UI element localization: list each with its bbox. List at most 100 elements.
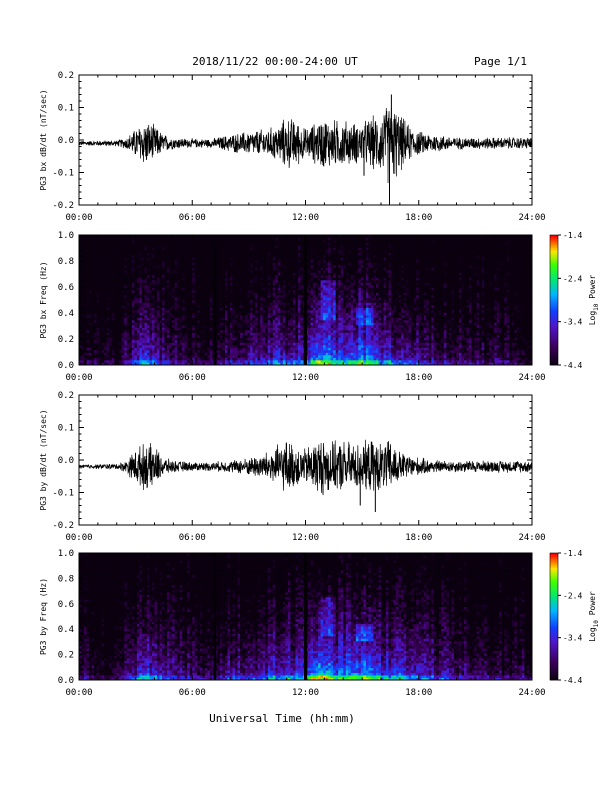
heatmap-cell — [106, 255, 110, 258]
heatmap-cell — [285, 277, 289, 281]
heatmap-cell — [101, 237, 105, 241]
heatmap-cell — [111, 250, 115, 253]
heatmap-cell — [290, 362, 294, 366]
heatmap-cell — [285, 265, 289, 268]
heatmap-cell — [96, 290, 100, 293]
heatmap-cell — [136, 297, 140, 301]
heatmap-cell — [255, 290, 258, 293]
heatmap-cell — [189, 265, 193, 268]
heatmap-cell — [167, 260, 170, 263]
heatmap-cell — [230, 267, 233, 271]
heatmap-cell — [136, 317, 140, 321]
heatmap-cell — [277, 355, 281, 358]
heatmap-cell — [182, 332, 185, 336]
heatmap-cell — [81, 350, 85, 353]
heatmap-cell — [227, 247, 231, 251]
heatmap-cell — [154, 237, 158, 241]
heatmap-cell — [159, 272, 163, 276]
heatmap-cell — [300, 340, 304, 343]
heatmap-cell — [141, 237, 145, 241]
heatmap-cell — [222, 252, 226, 256]
heatmap-cell — [275, 237, 279, 241]
heatmap-cell — [184, 357, 188, 361]
heatmap-cell — [267, 315, 271, 318]
heatmap-cell — [199, 285, 203, 288]
heatmap-cell — [126, 292, 130, 296]
heatmap-cell — [94, 275, 97, 278]
heatmap-cell — [151, 257, 155, 261]
heatmap-cell — [177, 355, 180, 358]
heatmap-cell — [240, 335, 243, 338]
heatmap-cell — [119, 310, 123, 313]
heatmap-cell — [247, 350, 251, 353]
heatmap-cell — [157, 335, 160, 338]
heatmap-cell — [126, 242, 130, 246]
heatmap-cell — [172, 360, 175, 363]
heatmap-cell — [101, 300, 105, 303]
heatmap-cell — [129, 290, 133, 293]
heatmap-cell — [146, 307, 150, 311]
heatmap-cell — [86, 297, 90, 301]
heatmap-cell — [172, 280, 175, 283]
heatmap-cell — [136, 250, 140, 253]
heatmap-cell — [189, 285, 193, 288]
heatmap-cell — [245, 325, 248, 328]
heatmap-cell — [101, 247, 105, 251]
heatmap-cell — [242, 272, 246, 276]
heatmap-cell — [202, 247, 206, 251]
heatmap-cell — [177, 257, 180, 261]
heatmap-cell — [277, 310, 281, 313]
heatmap-cell — [124, 352, 128, 356]
heatmap-cell — [237, 355, 241, 358]
heatmap-cell — [174, 290, 178, 293]
heatmap-cell — [109, 302, 113, 306]
heatmap-cell — [96, 272, 100, 276]
heatmap-cell — [224, 247, 228, 251]
heatmap-cell — [237, 297, 241, 301]
heatmap-cell — [89, 282, 92, 286]
heatmap-cell — [277, 292, 281, 296]
heatmap-cell — [252, 352, 256, 356]
heatmap-cell — [272, 307, 276, 311]
heatmap-cell — [167, 235, 170, 238]
heatmap-cell — [308, 267, 311, 271]
heatmap-cell — [209, 285, 213, 288]
heatmap-cell — [131, 347, 135, 351]
heatmap-cell — [265, 332, 269, 336]
heatmap-cell — [141, 257, 145, 261]
heatmap-cell — [172, 265, 175, 268]
heatmap-cell — [217, 302, 221, 306]
heatmap-cell — [106, 355, 110, 358]
heatmap-cell — [157, 312, 160, 316]
heatmap-cell — [177, 275, 180, 278]
heatmap-cell — [139, 330, 143, 333]
heatmap-cell — [313, 335, 316, 338]
heatmap-cell — [310, 270, 314, 273]
heatmap-cell — [134, 297, 138, 301]
heatmap-cell — [167, 255, 170, 258]
heatmap-cell — [124, 295, 128, 298]
heatmap-cell — [134, 250, 138, 253]
heatmap-cell — [300, 262, 304, 266]
heatmap-cell — [209, 350, 213, 353]
heatmap-cell — [109, 360, 113, 363]
heatmap-cell — [169, 265, 173, 268]
heatmap-cell — [300, 320, 304, 323]
heatmap-cell — [129, 340, 133, 343]
heatmap-cell — [285, 330, 289, 333]
heatmap-cell — [104, 362, 107, 366]
heatmap-cell — [106, 325, 110, 328]
heatmap-cell — [237, 310, 241, 313]
heatmap-cell — [146, 257, 150, 261]
heatmap-cell — [297, 235, 301, 238]
heatmap-cell — [313, 317, 316, 321]
heatmap-cell — [287, 325, 291, 328]
heatmap-cell — [227, 290, 231, 293]
heatmap-cell — [157, 360, 160, 363]
heatmap-cell — [146, 247, 150, 251]
heatmap-cell — [139, 342, 143, 346]
heatmap-cell — [250, 322, 253, 326]
heatmap-cell — [96, 307, 100, 311]
heatmap-cell — [184, 355, 188, 358]
heatmap-cell — [146, 282, 150, 286]
